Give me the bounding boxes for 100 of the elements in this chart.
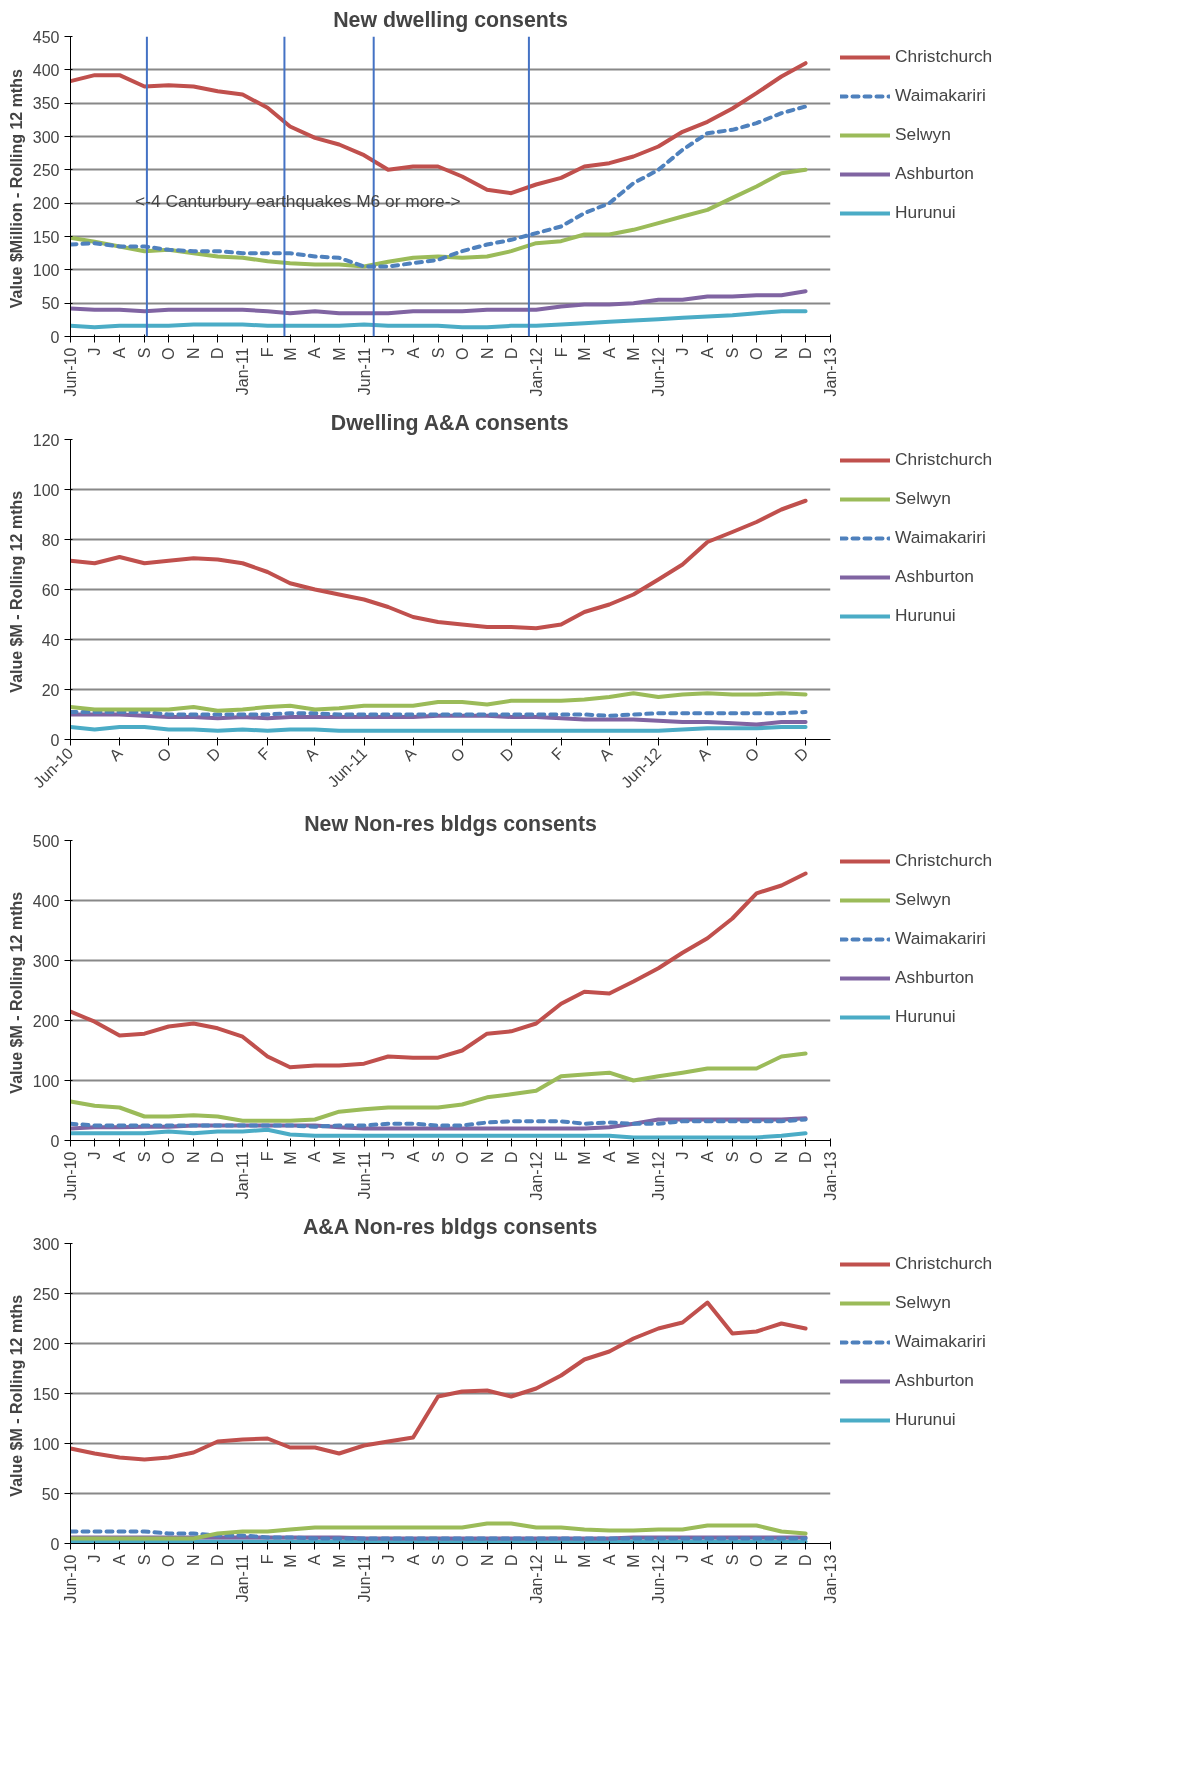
y-tick-label: 0 [50,1132,60,1150]
chart-title: Dwelling A&A consents [330,410,569,435]
x-tick-label: O [160,1151,178,1164]
x-tick-label: J [674,1151,692,1160]
legend-label: Ashburton [895,967,974,988]
x-tick-label: F [254,744,274,764]
x-tick-label: N [478,1554,496,1567]
y-tick-label: 100 [32,261,60,279]
legend-label: Selwyn [895,889,951,910]
legend-label: Hurunui [895,202,956,223]
line-series [70,1127,808,1140]
x-tick-label: M [624,1554,642,1568]
x-tick-label: O [453,1151,471,1164]
x-tick-label: M [575,347,593,361]
x-tick-label: M [330,347,348,361]
x-tick-label: A [600,347,618,359]
x-tick-label: A [301,744,322,765]
x-tick-label: A [404,1151,422,1163]
chart-title: A&A Non-res bldgs consents [302,1214,598,1239]
x-tick-label: D [497,744,518,765]
line-series [70,289,808,316]
x-tick-label: A [399,744,420,765]
x-tick-label: F [259,347,277,358]
x-tick-label: O [160,347,178,360]
line-series [70,691,808,713]
legend-label: Hurunui [895,1409,956,1430]
y-tick-label: 300 [32,1235,60,1253]
y-tick-label: 50 [41,295,60,313]
y-tick-label: 300 [32,952,60,970]
x-tick-label: O [160,1554,178,1567]
line-series [70,712,808,727]
x-tick-label: F [259,1554,277,1565]
legend-label: Ashburton [895,163,974,184]
y-tick-label: 120 [32,431,60,449]
x-tick-label: S [723,1151,741,1163]
x-tick-label: N [772,1554,790,1567]
y-tick-label: 20 [41,681,60,699]
x-tick-label: Jun-12 [649,1554,667,1604]
x-tick-label: M [281,347,299,361]
x-tick-label: M [330,1151,348,1165]
x-tick-label: J [674,347,692,356]
x-tick-label: D [203,744,224,765]
y-tick-label: 150 [32,228,60,246]
x-tick-label: Jun-10 [62,347,79,397]
x-tick-label: N [772,1151,790,1164]
x-tick-label: D [209,347,227,360]
legend-label: Waimakariri [895,527,986,548]
x-tick-label: A [600,1554,618,1566]
x-tick-label: Jan-12 [527,1151,545,1201]
line-series [70,104,808,269]
legend-label: Ashburton [895,1370,974,1391]
x-tick-label: Jan-12 [527,1554,545,1604]
x-tick-label: S [723,1554,741,1566]
x-tick-label: Jun-10 [62,1151,79,1201]
x-tick-label: O [153,744,175,766]
x-tick-label: D [797,1554,815,1567]
legend-label: Christchurch [895,449,993,470]
x-tick-label: O [447,744,469,766]
x-tick-label: D [502,347,520,360]
x-tick-label: M [575,1554,593,1568]
legend-label: Christchurch [895,850,993,871]
line-series [70,61,808,196]
x-tick-label: D [502,1151,520,1164]
x-tick-label: N [185,347,203,360]
x-tick-label: F [552,1151,570,1162]
x-tick-label: S [429,347,447,359]
x-tick-label: D [209,1151,227,1164]
x-tick-label: M [330,1554,348,1568]
legend-label: Hurunui [895,1006,956,1027]
x-tick-label: Jan-11 [234,1554,252,1603]
x-tick-label: A [693,744,714,765]
x-tick-label: M [624,347,642,361]
legend-label: Ashburton [895,566,974,587]
legend-label: Christchurch [895,46,993,67]
y-tick-label: 500 [32,832,60,850]
y-tick-label: 0 [50,731,60,749]
x-tick-label: N [772,347,790,360]
x-tick-label: D [502,1554,520,1567]
y-tick-label: 0 [50,1535,60,1553]
x-tick-label: J [379,1554,397,1563]
y-tick-label: 100 [32,1072,60,1090]
x-tick-label: S [135,347,153,359]
x-tick-label: Jan-13 [822,347,839,397]
line-series [70,309,808,330]
x-tick-label: A [306,1151,324,1163]
line-series [70,1529,808,1541]
y-tick-label: 0 [50,328,60,346]
x-tick-label: N [185,1151,203,1164]
x-tick-label: D [797,347,815,360]
y-tick-label: 400 [32,61,60,79]
x-tick-label: Jun-12 [649,347,667,397]
x-tick-label: O [453,1554,471,1567]
y-tick-label: 300 [32,128,60,146]
y-tick-label: 250 [32,161,60,179]
chart-title: New dwelling consents [333,7,568,32]
x-tick-label: J [674,1554,692,1563]
x-tick-label: Jun-10 [62,1554,79,1604]
x-tick-label: Jan-13 [822,1151,839,1201]
x-tick-label: M [575,1151,593,1165]
x-tick-label: O [748,1554,766,1567]
